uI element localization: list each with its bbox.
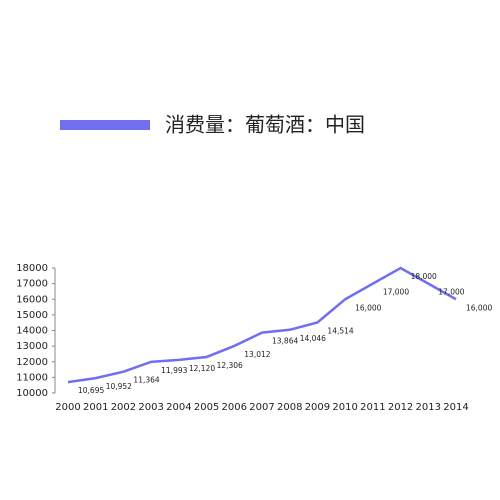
x-tick-label: 2010: [332, 402, 357, 413]
x-tick-label: 2012: [388, 402, 413, 413]
x-tick-label: 2004: [166, 402, 191, 413]
y-tick-label: 11000: [16, 372, 48, 383]
value-label: 16,000: [466, 303, 492, 312]
y-tick-label: 10000: [16, 388, 48, 399]
x-tick-label: 2014: [443, 402, 468, 413]
value-label: 17,000: [438, 288, 464, 297]
y-tick-label: 17000: [16, 279, 48, 290]
value-label: 10,952: [106, 382, 132, 391]
y-tick-label: 13000: [16, 341, 48, 352]
x-tick-label: 2009: [305, 402, 330, 413]
y-tick-label: 16000: [16, 294, 48, 305]
value-label: 14,514: [327, 326, 353, 335]
value-label: 17,000: [383, 288, 409, 297]
x-tick-label: 2006: [222, 402, 247, 413]
value-label: 11,364: [133, 376, 159, 385]
value-label: 14,046: [300, 334, 326, 343]
value-label: 13,012: [244, 350, 270, 359]
x-tick-label: 2013: [416, 402, 441, 413]
y-tick-label: 14000: [16, 326, 48, 337]
x-tick-label: 2011: [360, 402, 385, 413]
y-tick-label: 15000: [16, 310, 48, 321]
value-label: 16,000: [355, 303, 381, 312]
x-tick-label: 2003: [138, 402, 163, 413]
x-tick-label: 2005: [194, 402, 219, 413]
x-tick-label: 2000: [55, 402, 80, 413]
x-tick-label: 2002: [111, 402, 136, 413]
x-tick-label: 2008: [277, 402, 302, 413]
value-label: 18,000: [411, 272, 437, 281]
legend-label: 消费量：葡萄酒：中国: [165, 113, 365, 137]
value-label: 12,120: [189, 364, 215, 373]
y-tick-label: 12000: [16, 357, 48, 368]
y-tick-label: 18000: [16, 263, 48, 274]
value-label: 13,864: [272, 337, 298, 346]
value-label: 12,306: [217, 361, 243, 370]
series-line: [67, 266, 457, 384]
value-label: 10,695: [78, 386, 104, 395]
value-label: 11,993: [161, 366, 187, 375]
x-tick-label: 2007: [249, 402, 274, 413]
x-tick-label: 2001: [83, 402, 108, 413]
